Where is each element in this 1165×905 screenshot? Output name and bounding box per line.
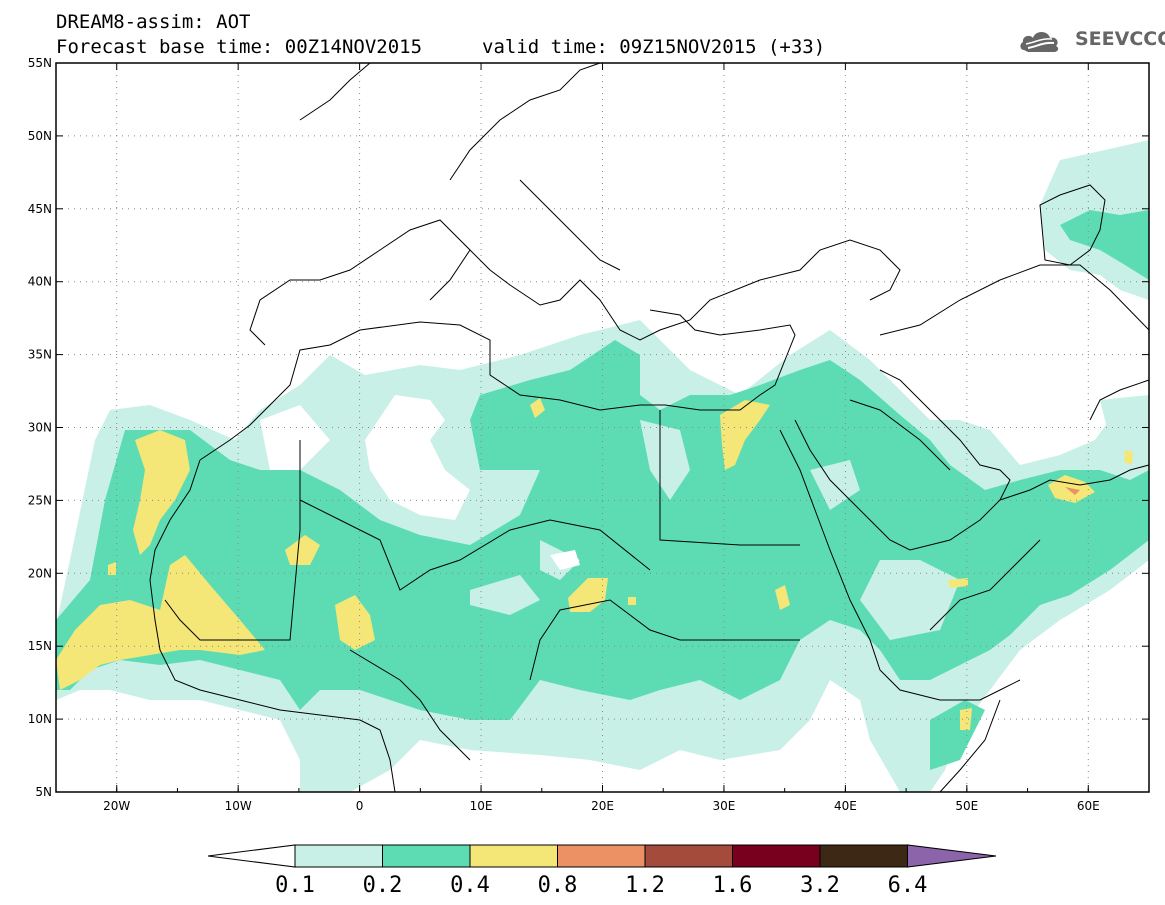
cloud-icon [1020,32,1059,52]
aot-colorbar: 0.1 0.2 0.4 0.8 1.2 1.6 3.2 6.4 [207,844,997,898]
lat-tick-label: 40N [28,275,52,289]
lat-tick-label: 35N [28,348,52,362]
base-time-text: Forecast base time: 00Z14NOV2015 [56,36,423,58]
colorbar-under-arrow [207,844,296,868]
lon-tick-label: 30E [713,799,736,813]
colorbar-segment [557,844,646,868]
colorbar-over-arrow [907,844,997,868]
lon-tick-label: 20E [591,799,614,813]
colorbar-level-label: 0.1 [275,873,315,898]
lon-tick-label: 40E [834,799,857,813]
lon-tick-label: 20W [103,799,130,813]
seevccc-logo: SEEVCCC [1075,28,1165,50]
dust-aot-field [56,140,1149,792]
colorbar-segment [644,844,733,868]
lat-tick-label: 15N [28,639,52,653]
lon-tick-label: 10W [225,799,252,813]
colorbar-level-label: 1.6 [713,873,753,898]
coastlines [149,62,1150,793]
lat-tick-label: 55N [28,56,52,70]
lat-tick-label: 45N [28,202,52,216]
colorbar-segment [382,844,471,868]
colorbar-segment [294,844,383,868]
colorbar-level-label: 0.2 [363,873,403,898]
aot-region-0.4 [56,398,1133,730]
colorbar-segment [469,844,558,868]
colorbar-level-label: 0.4 [450,873,490,898]
aot-region-0.2 [56,340,1149,720]
colorbar-level-label: 3.2 [800,873,840,898]
lon-tick-label: 60E [1077,799,1100,813]
map-title: DREAM8-assim: AOT [56,11,251,33]
lat-tick-label: 25N [28,493,52,507]
lon-tick-label: 10E [470,799,493,813]
colorbar-segment [819,844,908,868]
valid-time-text: valid time: 09Z15NOV2015 (+33) [482,36,826,58]
colorbar-segment [732,844,821,868]
map-gridlines [56,63,1149,792]
map-axes: 55N 50N 45N 40N 35N 30N 25N 20N 15N 10N 5N 20W 10W 0 1… [28,56,1150,813]
colorbar-level-label: 6.4 [888,873,928,898]
colorbar-level-label: 1.2 [625,873,665,898]
lat-tick-label: 5N [35,785,52,799]
lat-tick-label: 30N [28,421,52,435]
colorbar-level-label: 0.8 [538,873,578,898]
lat-tick-label: 50N [28,129,52,143]
lat-tick-label: 10N [28,712,52,726]
lon-tick-label: 0 [356,799,364,813]
lon-tick-label: 50E [955,799,978,813]
forecast-base-time: Forecast base time: 00Z14NOV2015 valid ti… [56,36,825,58]
lat-tick-label: 20N [28,566,52,580]
